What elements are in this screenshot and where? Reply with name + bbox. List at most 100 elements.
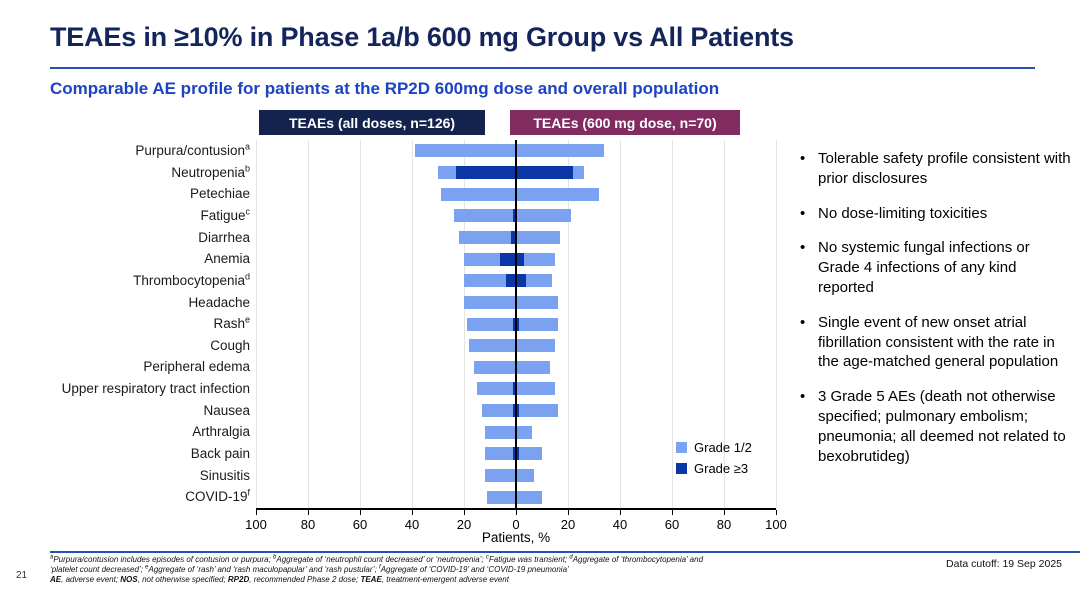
bullet-text: No dose-limiting toxicities — [818, 204, 988, 222]
title-divider — [50, 67, 1035, 69]
bar-left-grade12 — [464, 274, 516, 288]
category-label: Purpura/contusiona — [135, 141, 250, 158]
category-label: Peripheral edema — [143, 359, 250, 375]
x-axis-tick — [307, 510, 309, 515]
x-axis-tick — [723, 510, 725, 515]
bar-left-grade3 — [513, 317, 516, 331]
legend-row-grade3: Grade ≥3 — [676, 460, 752, 477]
category-label: Back pain — [190, 446, 250, 462]
x-axis-tick — [775, 510, 777, 515]
category-label: Headache — [188, 294, 250, 310]
x-axis-tick — [463, 510, 465, 515]
bar-right-grade12 — [516, 339, 555, 353]
bar-right-grade12 — [516, 490, 542, 504]
bullet-item: • Single event of new onset atrial fibril… — [800, 313, 1074, 372]
x-tick-label: 60 — [664, 517, 680, 532]
bar-left-grade12 — [458, 230, 516, 244]
bar-right-grade12 — [516, 144, 605, 158]
category-label: Nausea — [203, 402, 250, 418]
zero-axis-line — [515, 140, 517, 508]
bar-left-grade12 — [484, 469, 516, 483]
footnote-line-1: aPurpura/contusion includes episodes of … — [50, 554, 704, 564]
x-tick-label: 100 — [245, 517, 267, 532]
x-axis-tick — [359, 510, 361, 515]
bullet-item: • 3 Grade 5 AEs (death not otherwise spec… — [800, 387, 1074, 466]
bar-left-grade12 — [482, 404, 516, 418]
bar-left-grade12 — [440, 187, 516, 201]
plot-area — [255, 140, 777, 508]
legend-grade3-label: Grade ≥3 — [694, 461, 749, 476]
category-label: Rashe — [213, 314, 250, 332]
bar-left-grade12 — [474, 360, 516, 374]
bar-right-grade12 — [516, 295, 558, 309]
gridline — [775, 140, 777, 508]
bar-left-grade3 — [500, 252, 516, 266]
bar-left-grade12 — [464, 295, 516, 309]
gridline — [723, 140, 725, 508]
bar-left-grade3 — [510, 230, 516, 244]
category-label: Arthralgia — [192, 424, 250, 440]
x-axis-tick — [619, 510, 621, 515]
bar-left-grade12 — [466, 317, 516, 331]
x-tick-label: 80 — [300, 517, 316, 532]
bullet-item: • No systemic fungal infections or Grade … — [800, 238, 1074, 297]
bar-left-grade12 — [453, 209, 516, 223]
category-label: Fatiguec — [200, 206, 250, 223]
key-points-list: • Tolerable safety profile consistent wit… — [800, 149, 1074, 466]
bar-right-grade12 — [516, 252, 555, 266]
data-cutoff-label: Data cutoff: 19 Sep 2025 — [946, 558, 1062, 570]
category-label: Upper respiratory tract infection — [61, 381, 250, 397]
x-axis-tick — [515, 510, 517, 515]
bar-right-grade12 — [516, 360, 550, 374]
gridline — [619, 140, 621, 508]
bar-right-grade12 — [516, 209, 571, 223]
gridline — [359, 140, 361, 508]
x-tick-label: 100 — [765, 517, 787, 532]
bar-left-grade12 — [414, 144, 516, 158]
gridline — [671, 140, 673, 508]
x-axis-tick — [567, 510, 569, 515]
category-label: COVID-19f — [185, 487, 250, 505]
bullet-item: • No dose-limiting toxicities — [800, 204, 1074, 224]
category-label: Petechiae — [189, 186, 250, 202]
bar-right-grade12 — [516, 469, 535, 483]
bullet-marker: • — [800, 313, 806, 331]
category-label: Thrombocytopeniad — [133, 271, 250, 288]
x-tick-label: 20 — [560, 517, 576, 532]
bar-left-grade3 — [513, 382, 516, 396]
bar-left-grade12 — [477, 382, 516, 396]
page-title: TEAEs in ≥10% in Phase 1a/b 600 mg Group… — [50, 22, 794, 52]
slide-subtitle: Comparable AE profile for patients at th… — [50, 79, 720, 98]
x-tick-label: 60 — [352, 517, 368, 532]
bar-right-grade12 — [516, 382, 555, 396]
gridline — [307, 140, 309, 508]
gridline — [567, 140, 569, 508]
bar-left-grade3 — [505, 274, 516, 288]
bar-right-grade3 — [516, 447, 519, 461]
x-axis-tick — [255, 510, 257, 515]
x-axis-tick — [411, 510, 413, 515]
grade12-swatch — [676, 442, 687, 453]
x-tick-label: 20 — [456, 517, 472, 532]
footer-divider — [50, 551, 1080, 553]
legend-grade12-label: Grade 1/2 — [694, 440, 752, 455]
category-label: Cough — [210, 337, 250, 353]
bullet-text: Tolerable safety profile consistent with… — [818, 150, 1071, 187]
page-number: 21 — [16, 570, 28, 581]
legend-row-grade12: Grade 1/2 — [676, 439, 752, 456]
chart-header-all-doses: TEAEs (all doses, n=126) — [259, 110, 485, 135]
bullet-item: • Tolerable safety profile consistent wit… — [800, 149, 1074, 189]
teae-butterfly-chart: Purpura/contusiona Neutropeniab Petechiae F… — [0, 140, 800, 545]
x-tick-label: 40 — [612, 517, 628, 532]
bullet-text: No systemic fungal infections or Grade 4… — [818, 239, 1030, 296]
bar-left-grade3 — [513, 404, 516, 418]
bar-right-grade12 — [516, 317, 558, 331]
x-tick-label: 40 — [404, 517, 420, 532]
category-label: Diarrhea — [198, 229, 250, 245]
bar-right-grade3 — [516, 317, 519, 331]
bar-right-grade12 — [516, 447, 542, 461]
bullet-marker: • — [800, 204, 806, 222]
bullet-marker: • — [800, 239, 806, 257]
category-label: Neutropeniab — [171, 163, 250, 180]
